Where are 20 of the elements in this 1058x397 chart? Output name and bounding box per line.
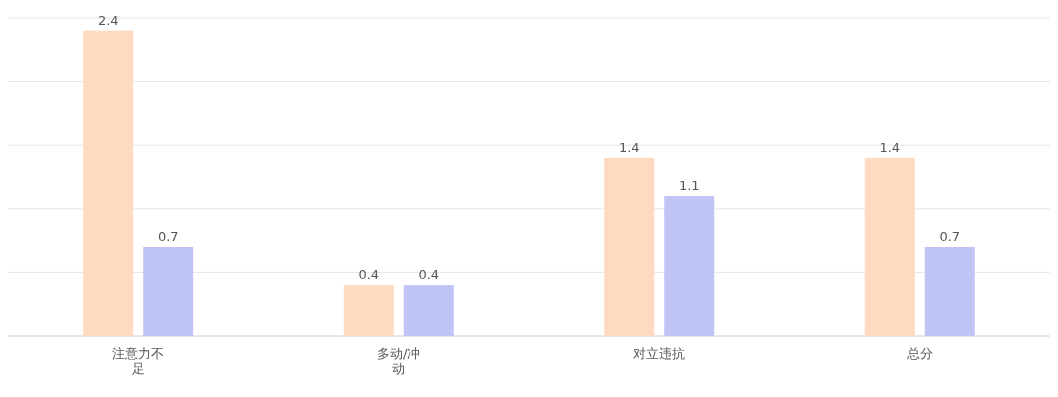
bar <box>924 246 975 336</box>
x-tick-label: 多动/冲动 <box>377 346 421 376</box>
bar <box>664 196 715 336</box>
data-label: 1.4 <box>618 139 640 155</box>
bar <box>343 285 394 336</box>
x-tick-label: 总分 <box>905 346 933 361</box>
x-tick-label: 对立违抗 <box>633 346 686 361</box>
data-label: 1.4 <box>879 139 901 155</box>
data-label: 2.4 <box>97 12 119 28</box>
data-label: 1.1 <box>678 178 700 194</box>
data-label: 0.4 <box>418 267 440 283</box>
bar <box>604 157 655 336</box>
bar <box>143 246 194 336</box>
bar <box>403 285 454 336</box>
data-label: 0.7 <box>157 228 179 244</box>
data-label: 0.7 <box>939 228 961 244</box>
data-label: 0.4 <box>358 267 380 283</box>
bar <box>83 30 134 336</box>
bar <box>864 157 915 336</box>
x-tick-label: 注意力不足 <box>112 346 165 376</box>
